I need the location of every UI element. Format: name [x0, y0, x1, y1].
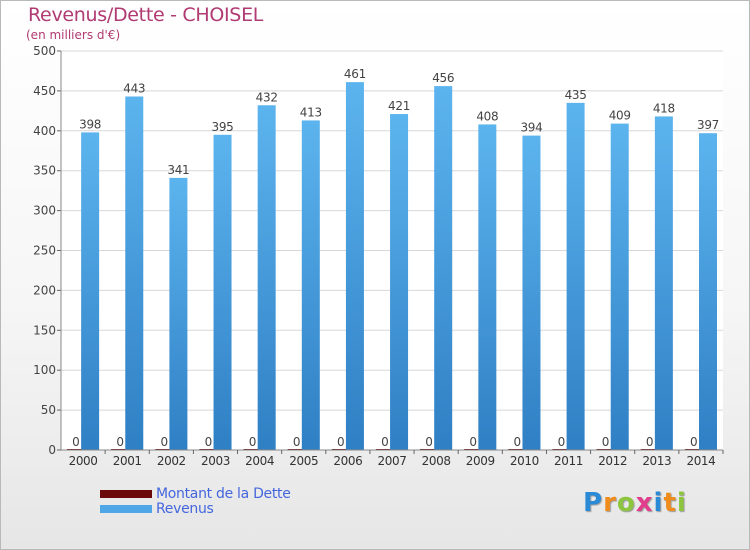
- data-label-revenus: 394: [520, 121, 542, 135]
- data-label-revenus: 435: [565, 88, 587, 102]
- logo-letter: i: [653, 488, 664, 518]
- x-tick-label: 2005: [289, 454, 318, 468]
- data-label-revenus: 456: [432, 71, 454, 85]
- data-label-revenus: 443: [123, 81, 145, 95]
- data-label-revenus: 432: [256, 90, 278, 104]
- bar-revenus: [654, 116, 673, 450]
- x-tick-label: 2003: [201, 454, 230, 468]
- data-label-revenus: 395: [212, 120, 234, 134]
- bar-revenus: [478, 124, 497, 450]
- x-tick-label: 2007: [378, 454, 407, 468]
- logo-letter: x: [635, 488, 654, 518]
- bar-revenus: [125, 96, 144, 451]
- data-label-dette: 0: [469, 435, 477, 449]
- logo-letter: i: [676, 488, 687, 518]
- y-tick-label: 300: [33, 204, 56, 218]
- data-label-dette: 0: [690, 435, 698, 449]
- y-tick-label: 500: [33, 44, 56, 58]
- data-label-revenus: 418: [653, 101, 675, 115]
- data-label-dette: 0: [205, 435, 213, 449]
- proxiti-logo: Proxiti: [583, 488, 687, 518]
- x-tick-label: 2002: [157, 454, 186, 468]
- x-tick-label: 2014: [686, 454, 715, 468]
- y-tick-label: 200: [33, 283, 56, 297]
- bar-revenus: [213, 134, 232, 451]
- bar-revenus: [345, 82, 364, 450]
- x-tick-label: 2004: [245, 454, 274, 468]
- y-tick-label: 350: [33, 164, 56, 178]
- data-label-dette: 0: [558, 435, 566, 449]
- data-label-dette: 0: [337, 435, 345, 449]
- legend-swatch-revenus: [100, 504, 152, 513]
- bar-revenus: [81, 132, 100, 450]
- legend-swatch-dette: [100, 489, 152, 498]
- bar-revenus: [301, 120, 320, 451]
- data-label-revenus: 413: [300, 105, 322, 119]
- chart-title: Revenus/Dette - CHOISEL: [28, 4, 264, 26]
- bar-revenus: [169, 177, 188, 450]
- bar-revenus: [522, 135, 541, 450]
- logo-letter: r: [603, 488, 617, 518]
- logo-letter: t: [663, 488, 677, 518]
- chart-subtitle: (en milliers d'€): [26, 28, 121, 42]
- x-tick-label: 2013: [642, 454, 671, 468]
- bar-layer: [67, 82, 717, 451]
- bar-revenus: [434, 86, 453, 450]
- y-tick-label: 0: [48, 443, 56, 457]
- legend-label-revenus: Revenus: [156, 500, 214, 517]
- bar-revenus: [566, 102, 585, 451]
- bar-revenus: [699, 133, 717, 450]
- logo-letter: P: [583, 488, 604, 518]
- legend-item-dette: Montant de la Dette: [100, 485, 291, 502]
- bar-revenus: [610, 123, 629, 451]
- x-tick-label: 2011: [554, 454, 583, 468]
- legend-label-dette: Montant de la Dette: [156, 485, 291, 502]
- data-label-dette: 0: [72, 435, 80, 449]
- x-tick-label: 2010: [510, 454, 539, 468]
- y-tick-label: 150: [33, 323, 56, 337]
- y-tick-label: 50: [41, 403, 56, 417]
- label-layer: 0 398 0 443 0 341 0 395 0 432 0 413 0 461 0 421 0 456 0 408…: [72, 67, 719, 449]
- y-tick-label: 100: [33, 363, 56, 377]
- legend: Montant de la Dette Revenus: [100, 485, 291, 517]
- legend-item-revenus: Revenus: [100, 500, 291, 517]
- data-label-revenus: 398: [79, 117, 101, 131]
- axis-layer: 0 50 100 150 200 250 300 350 400 450 500 2000 2001 20…: [33, 44, 724, 468]
- data-label-dette: 0: [646, 435, 654, 449]
- x-tick-label: 2012: [598, 454, 627, 468]
- data-label-dette: 0: [249, 435, 257, 449]
- x-tick-label: 2008: [422, 454, 451, 468]
- data-label-dette: 0: [116, 435, 124, 449]
- logo-letter: o: [616, 488, 636, 518]
- data-label-dette: 0: [425, 435, 433, 449]
- data-label-dette: 0: [160, 435, 168, 449]
- data-label-revenus: 461: [344, 67, 366, 81]
- data-label-dette: 0: [514, 435, 522, 449]
- y-tick-label: 450: [33, 84, 56, 98]
- bar-revenus: [390, 114, 409, 451]
- x-tick-label: 2009: [466, 454, 495, 468]
- x-tick-label: 2006: [333, 454, 362, 468]
- y-tick-label: 400: [33, 124, 56, 138]
- x-tick-label: 2001: [113, 454, 142, 468]
- data-label-revenus: 341: [167, 163, 189, 177]
- data-label-revenus: 421: [388, 99, 410, 113]
- x-tick-label: 2000: [69, 454, 98, 468]
- data-label-dette: 0: [602, 435, 610, 449]
- data-label-revenus: 408: [476, 109, 498, 123]
- data-label-revenus: 397: [697, 118, 719, 132]
- data-label-dette: 0: [293, 435, 301, 449]
- data-label-dette: 0: [381, 435, 389, 449]
- bar-revenus: [257, 105, 276, 450]
- y-tick-label: 250: [33, 244, 56, 258]
- data-label-revenus: 409: [609, 109, 631, 123]
